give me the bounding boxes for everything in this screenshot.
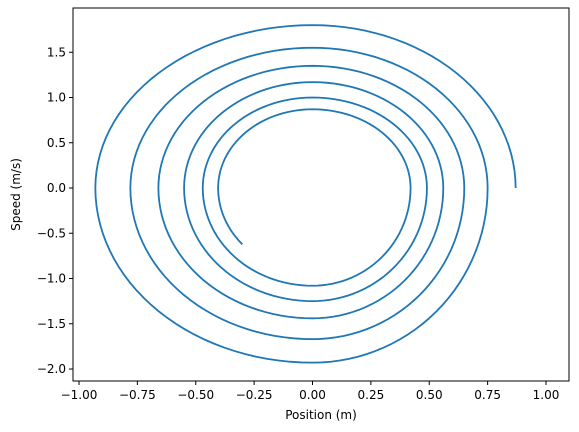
y-tick-label: 0.5 [47, 136, 66, 150]
x-tick-label: −0.75 [119, 388, 156, 402]
y-tick-label: −1.5 [37, 317, 66, 331]
y-axis-label: Speed (m/s) [9, 158, 23, 231]
y-tick-label: 1.5 [47, 45, 66, 59]
y-tick-label: 0.0 [47, 181, 66, 195]
y-tick-label: 1.0 [47, 91, 66, 105]
x-tick-label: −1.00 [61, 388, 98, 402]
axes-frame [72, 7, 570, 382]
x-tick-label: 1.00 [533, 388, 560, 402]
x-tick-label: 0.00 [299, 388, 326, 402]
y-tick-label: −0.5 [37, 226, 66, 240]
curve-layer [94, 24, 517, 364]
x-axis-ticks: −1.00 −0.75 −0.50 −0.25 0.00 0.25 0.50 0.75 1.00 [61, 381, 560, 402]
y-axis-ticks: −2.0 −1.5 −1.0 −0.5 0.0 0.5 1.0 1.5 [37, 45, 73, 376]
y-tick-label: −2.0 [37, 362, 66, 376]
x-axis-label: Position (m) [285, 408, 357, 422]
x-tick-label: 0.50 [416, 388, 443, 402]
x-tick-label: −0.25 [236, 388, 273, 402]
spiral-series-line [94, 24, 517, 364]
x-tick-label: 0.75 [474, 388, 501, 402]
x-tick-label: 0.25 [358, 388, 385, 402]
y-tick-label: −1.0 [37, 272, 66, 286]
x-tick-label: −0.50 [177, 388, 214, 402]
